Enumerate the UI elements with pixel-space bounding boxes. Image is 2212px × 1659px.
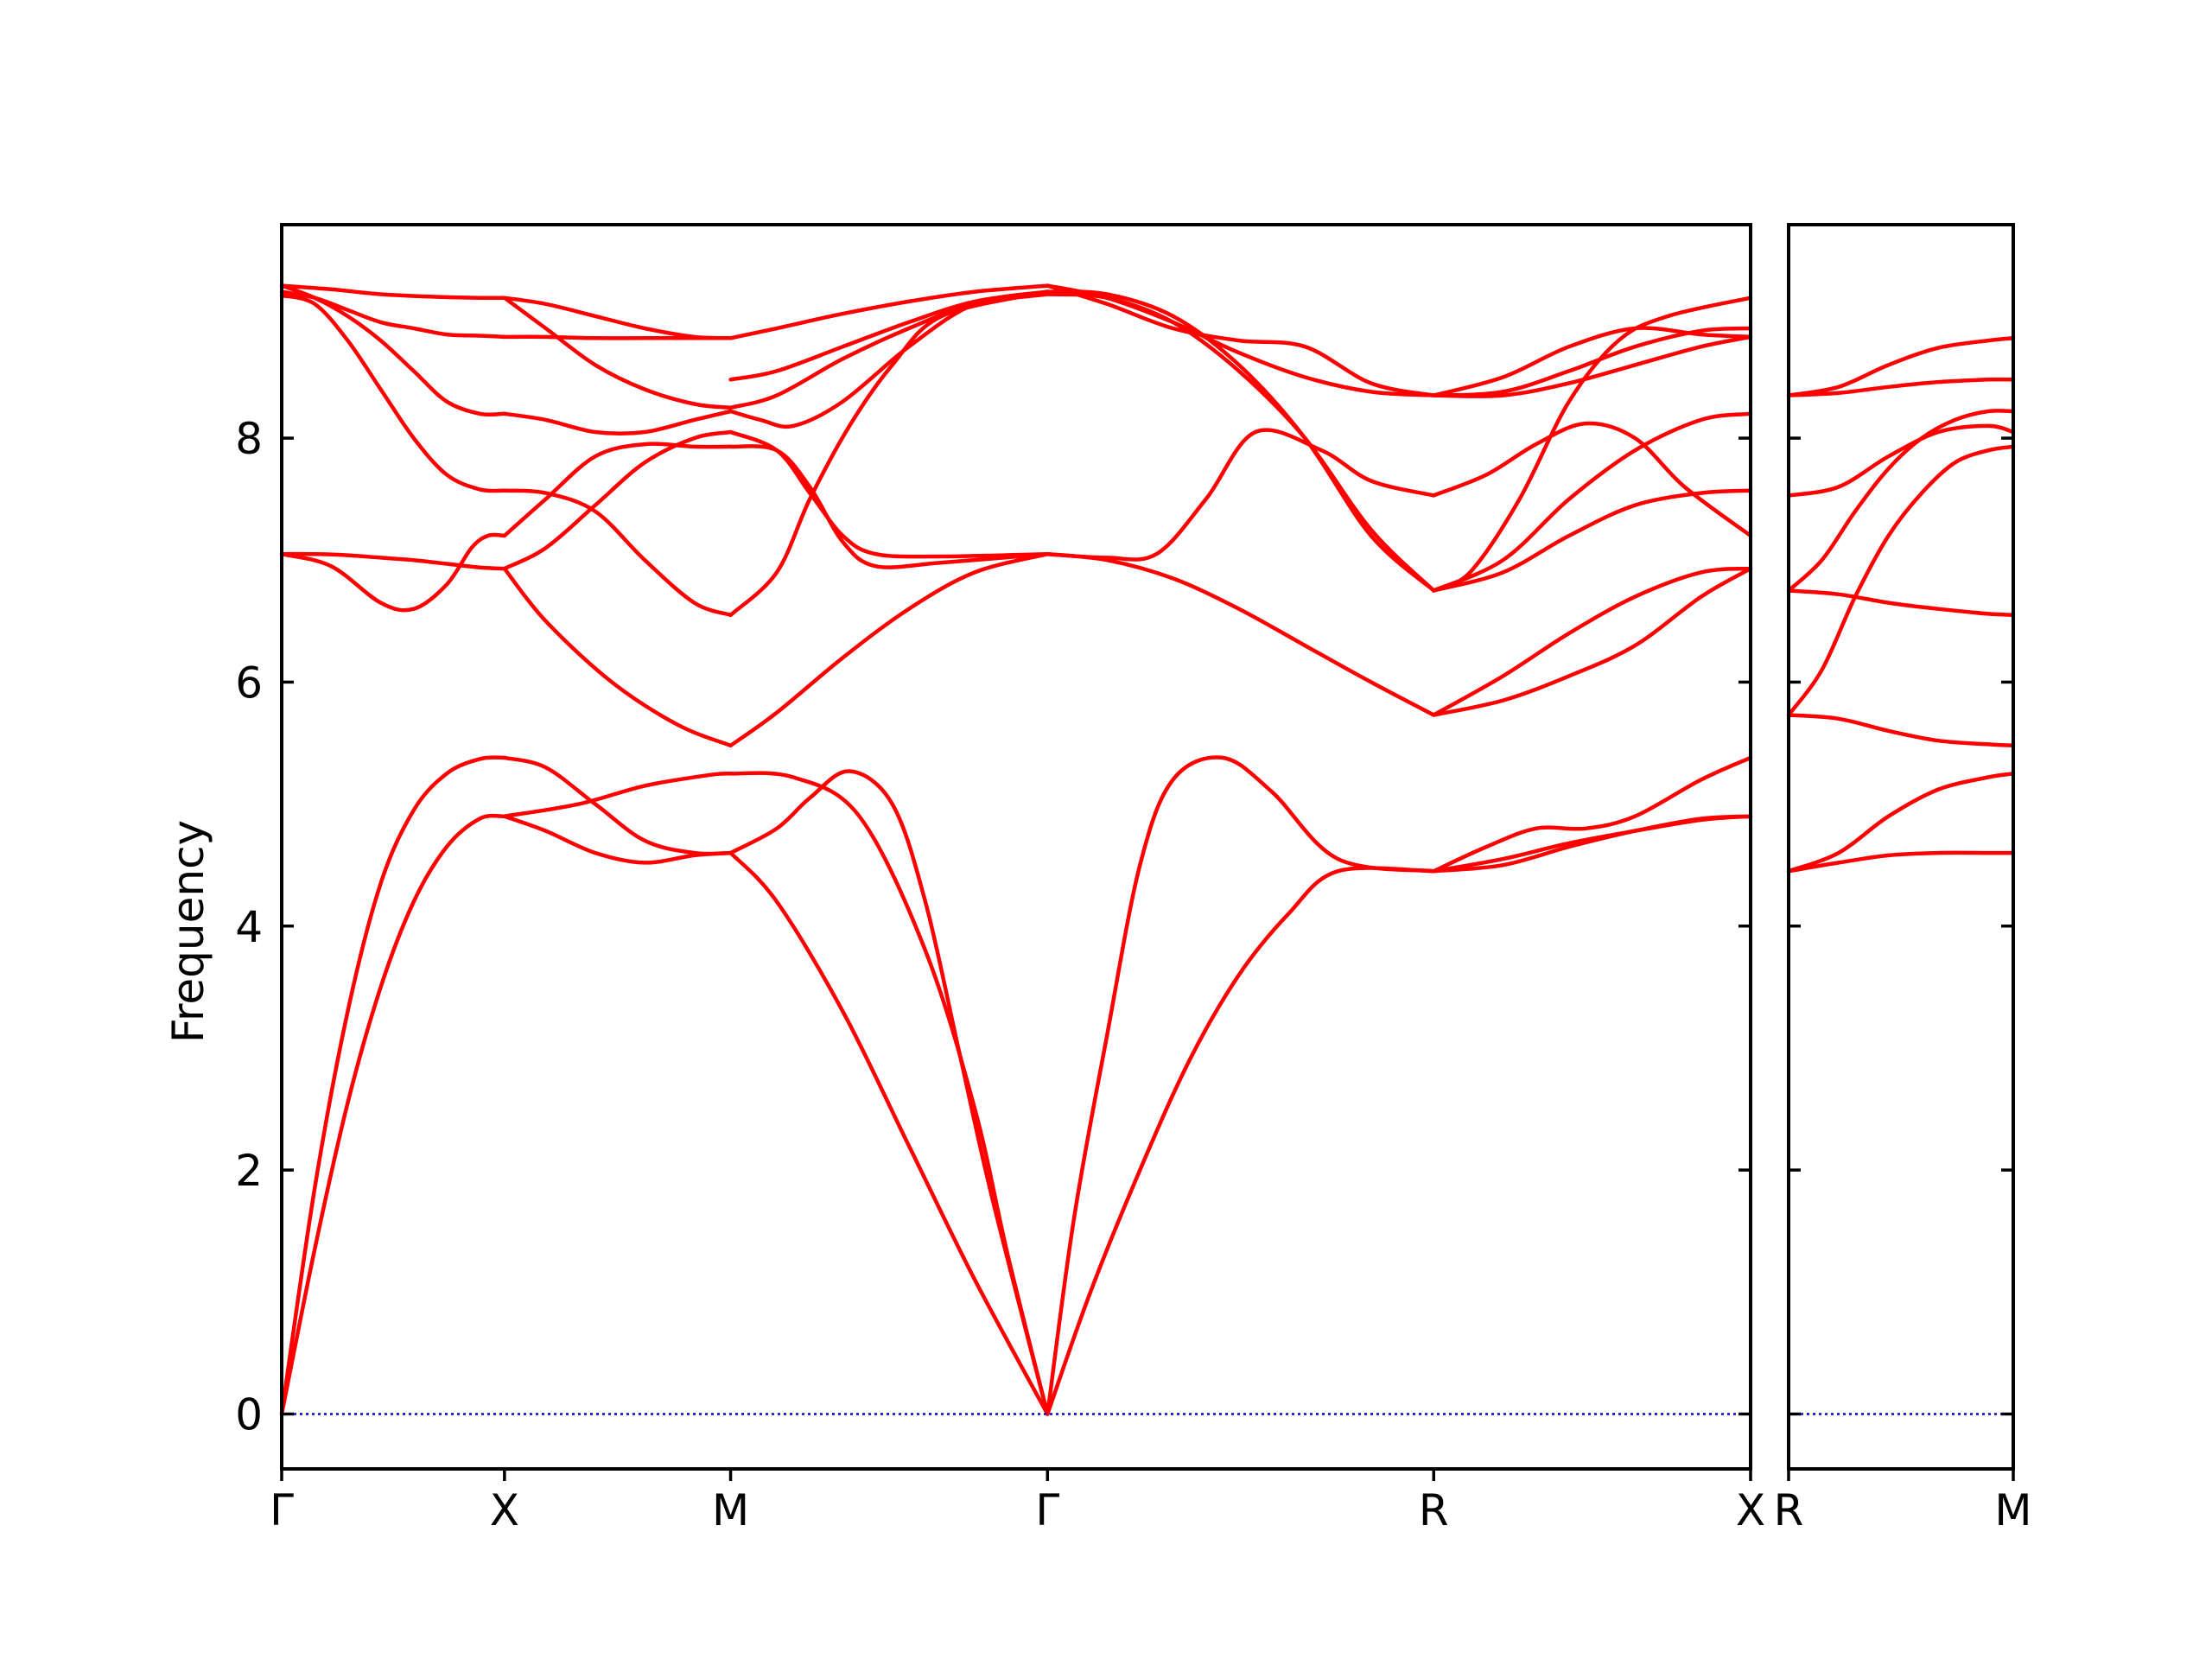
band-left-6 xyxy=(728,771,1050,1416)
band-right-7 xyxy=(1786,377,2016,397)
band-left-42 xyxy=(728,289,1050,429)
band-left-11 xyxy=(1432,814,1753,874)
xtick-label-right-1: M xyxy=(1994,1485,2031,1535)
ytick-label-1: 2 xyxy=(235,1146,263,1196)
ytick-label-3: 6 xyxy=(235,658,263,708)
band-left-19 xyxy=(728,551,1050,748)
bands-layer xyxy=(279,283,2016,1416)
band-left-31 xyxy=(279,293,507,493)
band-left-10 xyxy=(1432,814,1753,874)
band-left-47 xyxy=(1432,326,1753,397)
band-left-14 xyxy=(279,532,507,613)
band-left-15 xyxy=(502,442,733,538)
band-left-18 xyxy=(502,488,733,618)
xtick-label-left-1: X xyxy=(490,1485,519,1535)
xtick-label-left-0: Γ xyxy=(270,1485,294,1535)
xtick-label-left-5: X xyxy=(1736,1485,1765,1535)
band-left-0 xyxy=(279,813,507,1416)
band-right-5 xyxy=(1786,409,2016,593)
band-left-8 xyxy=(1046,755,1436,1416)
ytick-label-2: 4 xyxy=(235,902,263,952)
band-right-6 xyxy=(1786,423,2016,498)
ytick-label-4: 8 xyxy=(235,414,263,464)
band-right-0 xyxy=(1786,850,2016,874)
band-right-1 xyxy=(1786,772,2016,874)
band-left-22 xyxy=(728,429,1050,559)
band-left-4 xyxy=(502,771,733,818)
band-left-27 xyxy=(1432,488,1753,593)
band-left-39 xyxy=(728,283,1050,340)
band-left-13 xyxy=(279,551,507,571)
band-left-30 xyxy=(1432,296,1753,593)
xtick-label-right-0: R xyxy=(1774,1485,1804,1535)
band-left-46 xyxy=(1046,283,1436,397)
panel-frame-left xyxy=(280,223,1752,1471)
band-left-12 xyxy=(1432,755,1753,874)
band-left-35 xyxy=(502,296,733,340)
band-left-26 xyxy=(1432,566,1753,717)
band-left-43 xyxy=(1046,289,1436,593)
xtick-label-left-4: R xyxy=(1419,1485,1449,1535)
band-right-8 xyxy=(1786,336,2016,397)
band-left-23 xyxy=(1046,551,1436,717)
band-left-33 xyxy=(279,289,507,340)
band-left-3 xyxy=(502,755,733,856)
band-left-16 xyxy=(502,429,733,571)
band-left-49 xyxy=(1432,334,1753,398)
band-left-37 xyxy=(502,409,733,436)
xtick-label-left-2: M xyxy=(712,1485,749,1535)
band-left-28 xyxy=(1432,411,1753,593)
band-left-36 xyxy=(502,334,733,340)
band-right-3 xyxy=(1786,588,2016,618)
band-left-1 xyxy=(279,755,507,1416)
axis-ticks xyxy=(280,436,2015,1481)
ytick-label-0: 0 xyxy=(235,1389,263,1440)
band-left-48 xyxy=(1432,326,1753,397)
y-axis-label: Frequency xyxy=(163,820,213,1043)
band-left-21 xyxy=(728,444,1050,569)
band-left-7 xyxy=(728,769,1050,1416)
xtick-label-left-3: Γ xyxy=(1035,1485,1059,1535)
band-left-45 xyxy=(1046,283,1436,397)
panel-frame-right xyxy=(1787,223,2015,1471)
band-left-5 xyxy=(728,850,1050,1416)
band-left-17 xyxy=(502,566,733,748)
band-left-9 xyxy=(1046,866,1436,1416)
band-left-29 xyxy=(1432,421,1753,538)
band-left-34 xyxy=(279,283,507,301)
band-right-2 xyxy=(1786,713,2016,748)
band-right-4 xyxy=(1786,444,2016,717)
band-left-24 xyxy=(1046,428,1436,562)
band-left-41 xyxy=(728,292,1050,410)
band-left-38 xyxy=(502,296,733,410)
band-left-25 xyxy=(1432,566,1753,717)
panel-frames xyxy=(280,223,2015,1471)
